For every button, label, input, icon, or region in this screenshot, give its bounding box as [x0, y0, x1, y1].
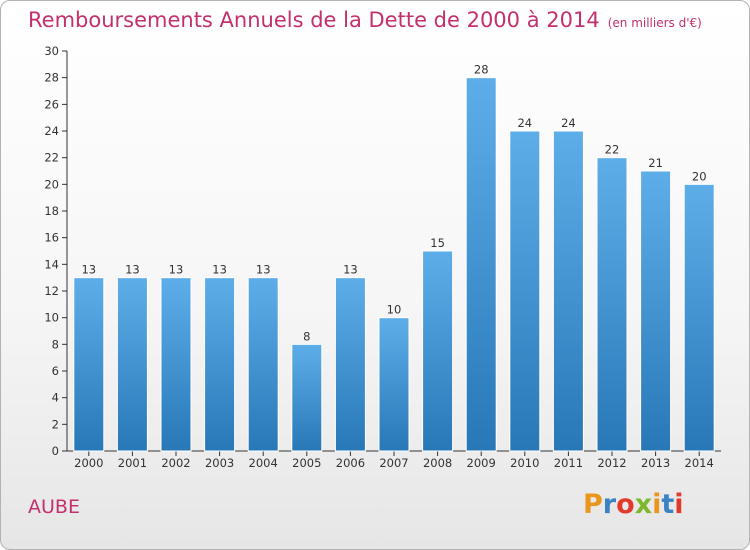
- proxiti-logo: Proxiti: [583, 489, 684, 520]
- bar: [683, 183, 715, 452]
- y-tick-label: 30: [44, 44, 59, 58]
- region-label: AUBE: [28, 496, 80, 518]
- bar: [509, 130, 541, 452]
- logo-letter: t: [661, 489, 675, 520]
- x-tick-label: 2004: [249, 456, 278, 470]
- data-label: 28: [474, 63, 489, 77]
- y-tick-label: 8: [52, 337, 59, 351]
- x-tick-label: 2001: [118, 456, 147, 470]
- y-tick-label: 16: [44, 231, 59, 245]
- logo-letter: r: [602, 489, 617, 520]
- x-tick-label: 2009: [467, 456, 496, 470]
- x-tick-label: 2011: [554, 456, 583, 470]
- data-label: 24: [561, 116, 576, 130]
- logo-letter: o: [616, 489, 635, 520]
- y-tick-label: 2: [52, 417, 59, 431]
- data-label: 20: [692, 169, 707, 183]
- bar: [334, 277, 366, 452]
- y-tick-label: 28: [44, 71, 59, 85]
- bar: [596, 157, 628, 452]
- chart-title: Remboursements Annuels de la Dette de 20…: [28, 8, 600, 32]
- y-tick-label: 20: [44, 177, 59, 191]
- y-tick-label: 4: [52, 391, 59, 405]
- x-tick-label: 2003: [205, 456, 234, 470]
- title-line: Remboursements Annuels de la Dette de 20…: [28, 8, 702, 32]
- x-tick-label: 2008: [423, 456, 452, 470]
- bar: [116, 277, 148, 452]
- bar: [247, 277, 279, 452]
- chart-subtitle: (en milliers d'€): [607, 16, 702, 30]
- logo-letter: P: [583, 489, 603, 520]
- bar: [73, 277, 105, 452]
- bar: [465, 77, 497, 452]
- data-label: 8: [303, 329, 310, 343]
- y-tick-label: 14: [44, 257, 59, 271]
- y-tick-label: 18: [44, 204, 59, 218]
- x-tick-label: 2010: [510, 456, 539, 470]
- logo-letter: i: [652, 489, 662, 520]
- logo-letter: x: [634, 489, 653, 520]
- bar: [291, 343, 323, 452]
- bar: [160, 277, 192, 452]
- data-label: 24: [517, 116, 532, 130]
- data-label: 13: [256, 263, 271, 277]
- data-label: 13: [212, 263, 227, 277]
- bar: [204, 277, 236, 452]
- y-tick-label: 12: [44, 284, 59, 298]
- bars: [73, 77, 715, 452]
- y-tick-label: 24: [44, 124, 59, 138]
- data-label: 13: [81, 263, 96, 277]
- bar: [640, 170, 672, 452]
- data-label: 10: [387, 303, 402, 317]
- y-tick-label: 6: [52, 364, 59, 378]
- x-tick-label: 2005: [292, 456, 321, 470]
- bar: [552, 130, 584, 452]
- x-tick-label: 2002: [161, 456, 190, 470]
- bar: [422, 250, 454, 452]
- data-labels: 13 13 13 13 13 8 13 10 15 28 24 24 22 21 20: [81, 63, 706, 344]
- data-label: 13: [169, 263, 184, 277]
- y-tick-label: 26: [44, 97, 59, 111]
- y-tick-label: 22: [44, 151, 59, 165]
- data-label: 15: [430, 236, 445, 250]
- y-tick-label: 0: [52, 444, 59, 458]
- x-tick-label: 2014: [685, 456, 714, 470]
- x-tick-label: 2007: [379, 456, 408, 470]
- x-axis: 2000 2001 2002 2003 2004 2005 2006 2007 2008 2009…: [67, 450, 721, 470]
- logo-letter: i: [674, 489, 684, 520]
- x-tick-label: 2013: [641, 456, 670, 470]
- data-label: 13: [343, 263, 358, 277]
- data-label: 22: [605, 143, 620, 157]
- y-tick-label: 10: [44, 311, 59, 325]
- data-label: 13: [125, 263, 140, 277]
- x-tick-label: 2006: [336, 456, 365, 470]
- x-tick-label: 2000: [74, 456, 103, 470]
- x-tick-label: 2012: [597, 456, 626, 470]
- data-label: 21: [648, 156, 663, 170]
- bar: [378, 317, 410, 452]
